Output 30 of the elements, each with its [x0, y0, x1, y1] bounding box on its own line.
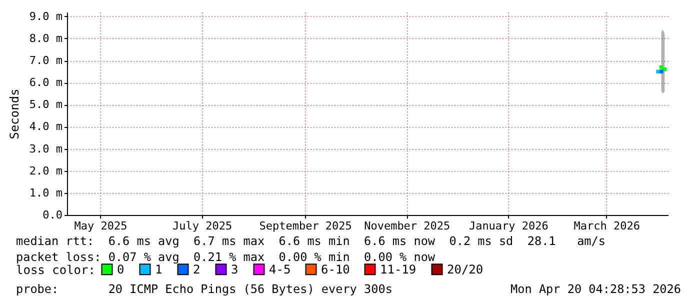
text: Mon Apr 20 04:28:53 2026	[510, 281, 681, 297]
y-tick-label: 2.0 m	[29, 164, 63, 178]
legend-label: 3	[231, 262, 238, 276]
x-tick-label: January 2026	[468, 220, 548, 232]
x-tick-label: September 2025	[259, 220, 352, 232]
y-tick-label: 8.0 m	[29, 32, 63, 45]
legend-label: 20/20	[447, 262, 484, 276]
legend-label: 1	[155, 262, 162, 276]
y-tick-label: 5.0 m	[29, 98, 63, 112]
legend-title: loss color:	[16, 263, 96, 277]
y-tick-label: 7.0 m	[29, 54, 63, 68]
y-tick-label: 4.0 m	[29, 120, 63, 134]
x-tick-label: July 2025	[172, 220, 232, 232]
legend-label: 4-5	[269, 262, 291, 276]
y-tick-label: 1.0 m	[29, 186, 63, 200]
y-axis-title: Seconds	[7, 88, 22, 140]
legend-label: 0	[117, 262, 124, 276]
legend-label: 6-10	[321, 262, 350, 276]
text: probe: 20 ICMP Echo Pings (56 Bytes) every 300s	[16, 281, 392, 297]
y-tick-label: 3.0 m	[29, 142, 63, 156]
text: packet loss: 0.07 % avg 0.21 % max 0.00 % min 0.00 % now	[16, 250, 436, 264]
legend-label: 2	[193, 262, 200, 276]
text: median rtt: 6.6 ms avg 6.7 ms max 6.6 ms min 6.6 ms now 0.2 ms sd 28.1 am/s	[16, 234, 606, 248]
legend-label: 11-19	[380, 262, 416, 276]
x-tick-label: March 2026	[574, 220, 640, 232]
y-tick-label: 9.0 m	[29, 10, 63, 23]
x-tick-label: May 2025	[74, 220, 128, 232]
y-tick-label: 6.0 m	[29, 76, 63, 90]
y-tick-label: 0.0	[42, 208, 62, 222]
x-tick-label: November 2025	[364, 220, 450, 232]
